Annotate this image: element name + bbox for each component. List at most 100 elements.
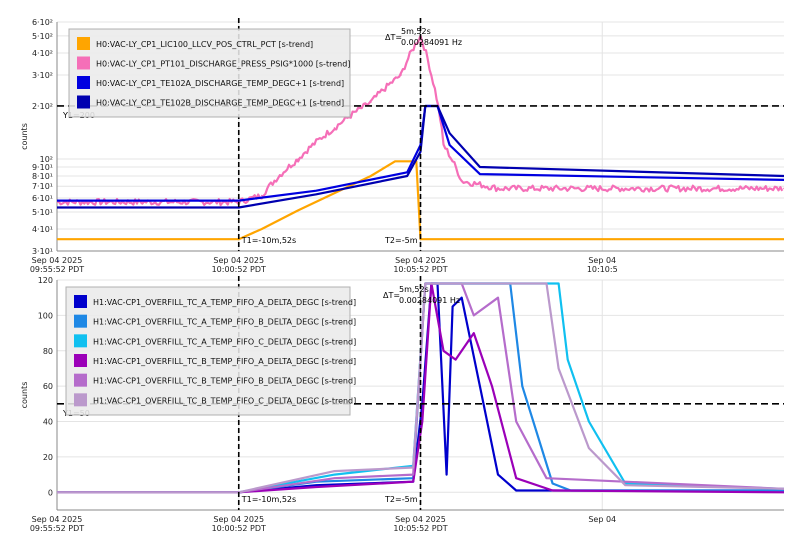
x-tick-label-time: 09:55:52 PDT [30, 524, 84, 533]
series-2-point-9 [442, 144, 445, 146]
y-tick-label: 120 [38, 276, 53, 285]
legend: H0:VAC-LY_CP1_LIC100_LLCV_POS_CTRL_PCT [… [68, 28, 351, 118]
series-1-point-12 [515, 489, 518, 492]
series-6-point-9 [783, 487, 784, 490]
y-tick-label: 6·10¹ [32, 194, 53, 203]
series-1-point-3 [297, 209, 299, 212]
x-tick-label-time: 10:10:5 [587, 265, 618, 274]
y-tick-label: 20 [43, 453, 53, 462]
legend-swatch-2 [77, 56, 90, 70]
series-1-point-8 [451, 305, 454, 308]
series-line-1 [57, 160, 784, 241]
x-tick-label-time: 09:55:52 PDT [30, 265, 84, 274]
series-1-point-10 [479, 385, 481, 387]
series-line-2 [57, 34, 784, 207]
y-axis-label: counts [20, 382, 29, 409]
delta-label: ΔT= [385, 33, 402, 42]
legend-swatch-1 [74, 295, 87, 308]
cursor-t1-label: T1=-10m,52s [241, 495, 296, 504]
x-tick-label-date: Sep 04 2025 [213, 256, 264, 265]
series-4-point-11 [551, 489, 554, 492]
series-4-point-0 [57, 206, 58, 209]
series-line-1 [57, 282, 784, 494]
legend-entry-4: H1:VAC-CP1_OVERFILL_TC_B_TEMP_FIFO_A_DEL… [93, 357, 356, 366]
series-3-point-1 [237, 199, 240, 202]
y-tick-label: 7·10¹ [32, 182, 53, 191]
series-3-point-5 [557, 282, 560, 285]
series-3-point-2 [315, 189, 318, 192]
series-1-point-2 [315, 484, 318, 487]
series-2-point-9 [783, 489, 784, 492]
delta-time: 5m,52s [399, 285, 429, 294]
x-tick-label-date: Sep 04 2025 [32, 515, 83, 524]
series-4-point-1 [237, 206, 240, 209]
legend-box [68, 28, 351, 118]
series-4-point-3 [406, 175, 408, 177]
legend-entry-3: H0:VAC-LY_CP1_TE102A_DISCHARGE_TEMP_DEGC… [96, 79, 344, 88]
series-2-point-4 [333, 127, 336, 129]
legend-entry-1: H1:VAC-CP1_OVERFILL_TC_A_TEMP_FIFO_A_DEL… [93, 298, 356, 307]
series-4-point-4 [419, 150, 422, 153]
series-5-point-9 [545, 477, 548, 479]
series-6-point-0 [57, 491, 58, 494]
cursor-t1-label: T1=-10m,52s [241, 236, 296, 245]
series-4-point-2 [315, 486, 318, 488]
series-4-point-3 [412, 480, 415, 483]
legend-swatch-3 [77, 76, 90, 89]
series-3-point-9 [783, 179, 784, 181]
y-tick-label: 3·10² [32, 71, 53, 80]
legend-swatch-2 [74, 314, 87, 328]
legend-entry-4: H0:VAC-LY_CP1_TE102B_DISCHARGE_TEMP_DEGC… [96, 99, 344, 108]
y-tick-label: 5·10² [32, 32, 53, 41]
series-5-point-8 [515, 420, 518, 423]
series-3-point-6 [566, 358, 569, 361]
series-6-point-8 [624, 484, 627, 487]
y-tick-label: 10² [40, 155, 53, 164]
series-4-point-2 [315, 193, 318, 196]
x-tick-label-time: 10:05:52 PDT [393, 524, 447, 533]
series-6-point-2 [333, 470, 336, 472]
series-6-point-5 [545, 282, 548, 285]
legend-entry-3: H1:VAC-CP1_OVERFILL_TC_A_TEMP_FIFO_C_DEL… [93, 337, 356, 346]
series-5-point-7 [497, 296, 499, 299]
series-1-point-0 [57, 238, 58, 241]
x-tick-label-time: 10:05:52 PDT [393, 265, 447, 274]
x-tick-label-date: Sep 04 2025 [395, 256, 446, 265]
y-tick-label: 3·10¹ [32, 247, 53, 256]
series-1-point-2 [260, 228, 263, 230]
y-tick-label: 60 [43, 382, 53, 391]
series-2-point-6 [521, 385, 524, 387]
y-tick-label: 40 [43, 418, 53, 427]
legend-box [65, 286, 351, 416]
x-tick-label-date: Sep 04 [588, 515, 616, 524]
series-6-point-3 [412, 466, 415, 469]
series-1-point-4 [333, 192, 336, 194]
legend-entry-2: H0:VAC-LY_CP1_PT101_DISCHARGE_PRESS_PSIG… [96, 60, 350, 69]
legend-entry-5: H1:VAC-CP1_OVERFILL_TC_B_TEMP_FIFO_B_DEL… [93, 377, 356, 386]
y-tick-label: 8·10¹ [32, 172, 53, 181]
legend-entry-2: H1:VAC-CP1_OVERFILL_TC_A_TEMP_FIFO_B_DEL… [93, 318, 356, 327]
series-3-point-8 [479, 173, 481, 175]
series-4-point-8 [473, 332, 475, 334]
legend-swatch-4 [74, 354, 87, 367]
delta-frequency: 0.00284091 Hz [399, 296, 460, 305]
series-4-point-6 [442, 349, 445, 352]
series-1-point-6 [394, 160, 396, 163]
series-6-point-6 [557, 367, 560, 370]
series-line-6 [57, 282, 784, 494]
series-5-point-2 [333, 477, 336, 479]
x-tick-label-date: Sep 04 2025 [32, 256, 83, 265]
series-group [57, 34, 784, 241]
series-1-point-7 [445, 473, 448, 476]
series-6-point-7 [588, 447, 590, 449]
cursor-t2-label: T2=-5m [384, 495, 418, 504]
legend-swatch-6 [74, 393, 87, 407]
x-tick-label-date: Sep 04 2025 [395, 515, 446, 524]
series-4-point-7 [448, 132, 451, 135]
series-line-4 [57, 104, 784, 209]
series-1-point-9 [460, 296, 463, 299]
x-tick-label-date: Sep 04 2025 [213, 515, 264, 524]
